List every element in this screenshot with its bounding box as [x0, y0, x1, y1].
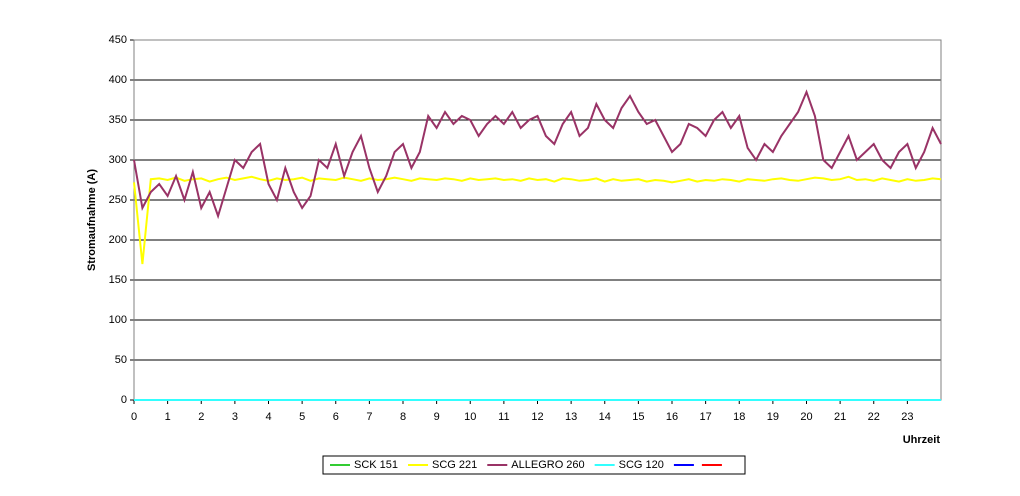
y-tick-label: 250	[109, 194, 127, 206]
x-tick-label: 11	[498, 411, 509, 423]
x-tick-label: 9	[434, 411, 440, 423]
x-tick-label: 12	[531, 411, 543, 423]
plot-frame	[133, 39, 942, 401]
x-tick-label: 4	[265, 411, 271, 423]
x-tick-label: 3	[232, 411, 238, 423]
x-tick-label: 2	[198, 411, 204, 423]
x-tick-label: 14	[599, 411, 611, 423]
x-tick-label: 16	[666, 411, 678, 423]
y-tick-label: 50	[115, 354, 127, 366]
y-tick-label: 450	[109, 34, 127, 46]
y-tick-label: 350	[109, 114, 127, 126]
x-tick-label: 0	[131, 411, 137, 423]
x-tick-label: 17	[700, 411, 712, 423]
x-tick-label: 23	[901, 411, 913, 423]
y-tick-label: 300	[109, 154, 127, 166]
legend-label: SCG 120	[619, 459, 664, 471]
y-tick-label: 400	[109, 74, 127, 86]
x-tick-label: 21	[834, 411, 846, 423]
y-tick-label: 0	[121, 394, 127, 406]
series-line	[133, 89, 942, 220]
x-tick-label: 1	[165, 411, 171, 423]
x-tick-label: 15	[632, 411, 644, 423]
x-tick-label: 8	[400, 411, 406, 423]
y-tick-label: 100	[109, 314, 127, 326]
x-tick-label: 6	[333, 411, 339, 423]
x-tick-label: 19	[767, 411, 779, 423]
y-axis-label: Stromaufnahme (A)	[86, 169, 98, 271]
legend-label: SCG 221	[432, 459, 477, 471]
x-tick-label: 13	[565, 411, 577, 423]
x-tick-label: 22	[868, 411, 880, 423]
legend-label: ALLEGRO 260	[511, 459, 584, 471]
series-line	[133, 175, 942, 265]
x-tick-label: 5	[299, 411, 305, 423]
x-tick-label: 7	[366, 411, 372, 423]
y-tick-label: 150	[109, 274, 127, 286]
x-tick-label: 20	[800, 411, 812, 423]
legend-box	[322, 455, 746, 475]
legend-label: SCK 151	[354, 459, 398, 471]
x-axis-label: Uhrzeit	[903, 434, 941, 446]
y-tick-label: 200	[109, 234, 127, 246]
x-tick-label: 10	[464, 411, 476, 423]
x-tick-label: 18	[733, 411, 745, 423]
